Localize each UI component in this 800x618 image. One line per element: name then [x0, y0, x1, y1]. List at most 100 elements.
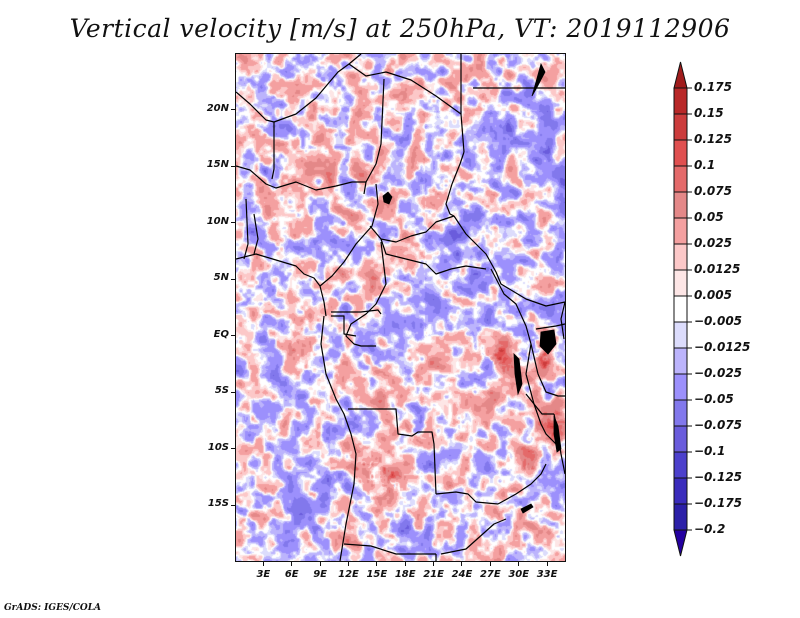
colorbar-segment: [673, 113, 688, 141]
lon-tick-label: 12E: [338, 569, 359, 580]
lat-tick-label: 15S: [207, 498, 229, 510]
colorbar-label: −0.125: [694, 470, 743, 484]
lat-tick-label: EQ: [213, 328, 229, 340]
colorbar-segment: [673, 373, 688, 401]
colorbar-label: −0.025: [694, 366, 743, 380]
lat-tick-label: 5N: [213, 272, 229, 284]
colorbar-label: −0.05: [694, 392, 734, 406]
lon-tick: [347, 562, 349, 566]
border-north-1: [236, 54, 362, 123]
colorbar-extend-max: [673, 61, 688, 89]
lake-malawi: [553, 415, 562, 453]
lon-tick-label: 9E: [313, 569, 327, 580]
colorbar-segment: [673, 425, 688, 453]
colorbar-label: 0.0125: [694, 262, 741, 276]
colorbar-label: 0.025: [694, 236, 732, 250]
colorbar-label: 0.15: [694, 106, 724, 120]
border-chad-car: [369, 215, 455, 243]
colorbar-segment: [673, 139, 688, 167]
colorbar-label: 0.005: [694, 288, 732, 302]
border-angola-zambia: [435, 491, 499, 505]
colorbar-segment: [673, 295, 688, 323]
lake-tanganyika: [513, 352, 523, 396]
lat-tick-label: 20N: [206, 102, 229, 114]
colorbar-label: 0.125: [694, 132, 732, 146]
border-uganda: [535, 323, 565, 330]
lon-tick: [546, 562, 548, 566]
colorbar-label: −0.0125: [694, 340, 751, 354]
colorbar-label: 0.1: [694, 158, 716, 172]
border-car-drc: [380, 238, 487, 275]
border-niger-nigeria: [236, 165, 366, 191]
lake-victoria: [539, 329, 557, 355]
border-angola-drc: [348, 408, 437, 495]
colorbar-segment: [673, 347, 688, 375]
lon-tick: [319, 562, 321, 566]
lon-tick: [461, 562, 463, 566]
colorbar-segment: [673, 243, 688, 271]
colorbar-label: −0.005: [694, 314, 743, 328]
border-east-edge: [560, 301, 565, 340]
lon-tick-label: 3E: [256, 569, 271, 580]
lat-tick-label: 5S: [214, 385, 229, 397]
border-niger-chad: [363, 78, 385, 195]
lon-tick-label: 27E: [479, 569, 501, 580]
lat-tick-label: 15N: [206, 159, 229, 171]
colorbar-label: −0.175: [694, 496, 743, 510]
border-rift-lakes: [525, 343, 557, 445]
colorbar-label: 0.05: [694, 210, 724, 224]
lon-tick-label: 33E: [536, 569, 558, 580]
colorbar-label: −0.1: [694, 444, 726, 458]
border-coast-gulf: [236, 253, 327, 317]
border-gabon-congo: [331, 315, 357, 337]
border-mali-niger: [271, 122, 275, 180]
lake-chad: [382, 191, 393, 205]
lon-tick-label: 6E: [284, 569, 299, 580]
border-chad-sudan: [445, 151, 465, 217]
lat-tick: [231, 335, 235, 337]
colorbar-segment: [673, 451, 688, 479]
lon-tick: [518, 562, 520, 566]
colorbar-segment: [673, 165, 688, 193]
border-zambia-zim: [497, 463, 547, 505]
lat-tick-label: 10N: [206, 215, 229, 227]
vertical-velocity-field: [236, 54, 565, 561]
lat-tick: [231, 165, 235, 167]
colorbar-segment: [673, 503, 688, 531]
lat-tick: [231, 109, 235, 111]
lat-tick: [231, 278, 235, 280]
border-tanzania: [525, 393, 554, 415]
border-togo: [243, 198, 249, 260]
lat-tick-label: 10S: [207, 441, 229, 453]
colorbar-segment: [673, 477, 688, 505]
lon-tick-label: 15E: [366, 569, 388, 580]
lon-tick: [376, 562, 378, 566]
border-sudan-ss: [453, 215, 565, 307]
lake-kariba: [520, 503, 534, 514]
chart-title: Vertical velocity [m/s] at 250hPa, VT: 2…: [69, 14, 731, 43]
lon-tick-label: 18E: [394, 569, 416, 580]
lon-tick: [404, 562, 406, 566]
colorbar-segment: [673, 321, 688, 349]
colorbar-label: 0.075: [694, 184, 732, 198]
colorbar-extend-min: [673, 529, 688, 557]
colorbar-segment: [673, 87, 688, 115]
lat-tick: [231, 222, 235, 224]
border-angola-namibia: [343, 543, 436, 555]
lon-tick: [291, 562, 293, 566]
colorbar-label: 0.175: [694, 80, 732, 94]
colorbar-segment: [673, 269, 688, 297]
border-benin: [253, 213, 259, 255]
lake-nasser: [531, 62, 546, 97]
lon-tick: [433, 562, 435, 566]
lat-tick: [231, 504, 235, 506]
lon-tick-label: 24E: [451, 569, 473, 580]
colorbar-segment: [673, 217, 688, 245]
lat-tick: [231, 448, 235, 450]
border-congo-drc: [345, 241, 387, 347]
colorbar-label: −0.2: [694, 522, 726, 536]
border-west-coast: [320, 315, 357, 561]
colorbar-segment: [673, 191, 688, 219]
map-plot-area: [235, 53, 566, 562]
colorbar-segment: [673, 399, 688, 427]
